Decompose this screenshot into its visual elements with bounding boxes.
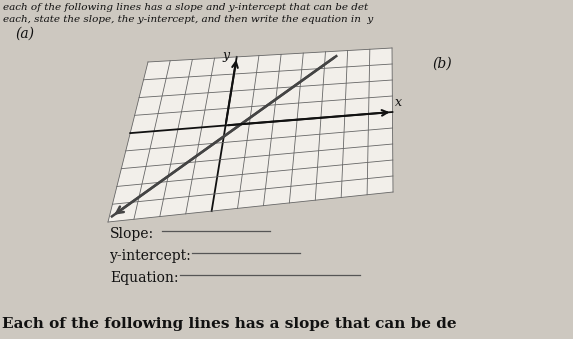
Text: Slope:: Slope: bbox=[110, 227, 154, 241]
Text: (a): (a) bbox=[15, 27, 34, 41]
Text: each, state the slope, the y-intercept, and then write the equation in  y: each, state the slope, the y-intercept, … bbox=[3, 15, 373, 24]
Text: (b): (b) bbox=[432, 57, 452, 71]
Text: each of the following lines has a slope and y-intercept that can be det: each of the following lines has a slope … bbox=[3, 3, 368, 12]
Text: Each of the following lines has a slope that can be de: Each of the following lines has a slope … bbox=[2, 317, 457, 331]
Text: y: y bbox=[222, 49, 229, 62]
Polygon shape bbox=[108, 48, 393, 222]
Text: y-intercept:: y-intercept: bbox=[110, 249, 192, 263]
Text: x: x bbox=[395, 96, 402, 108]
Text: Equation:: Equation: bbox=[110, 271, 179, 285]
